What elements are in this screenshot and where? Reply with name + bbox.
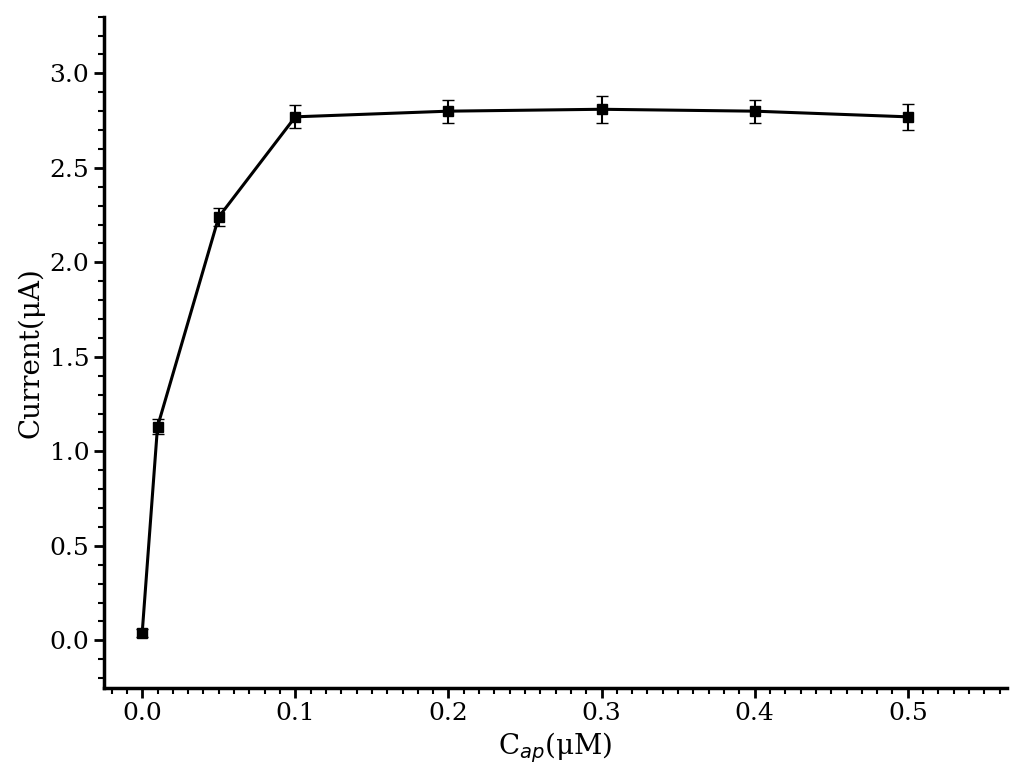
- Y-axis label: Current(μA): Current(μA): [16, 267, 44, 438]
- X-axis label: C$_{ap}$(μM): C$_{ap}$(μM): [499, 730, 612, 766]
